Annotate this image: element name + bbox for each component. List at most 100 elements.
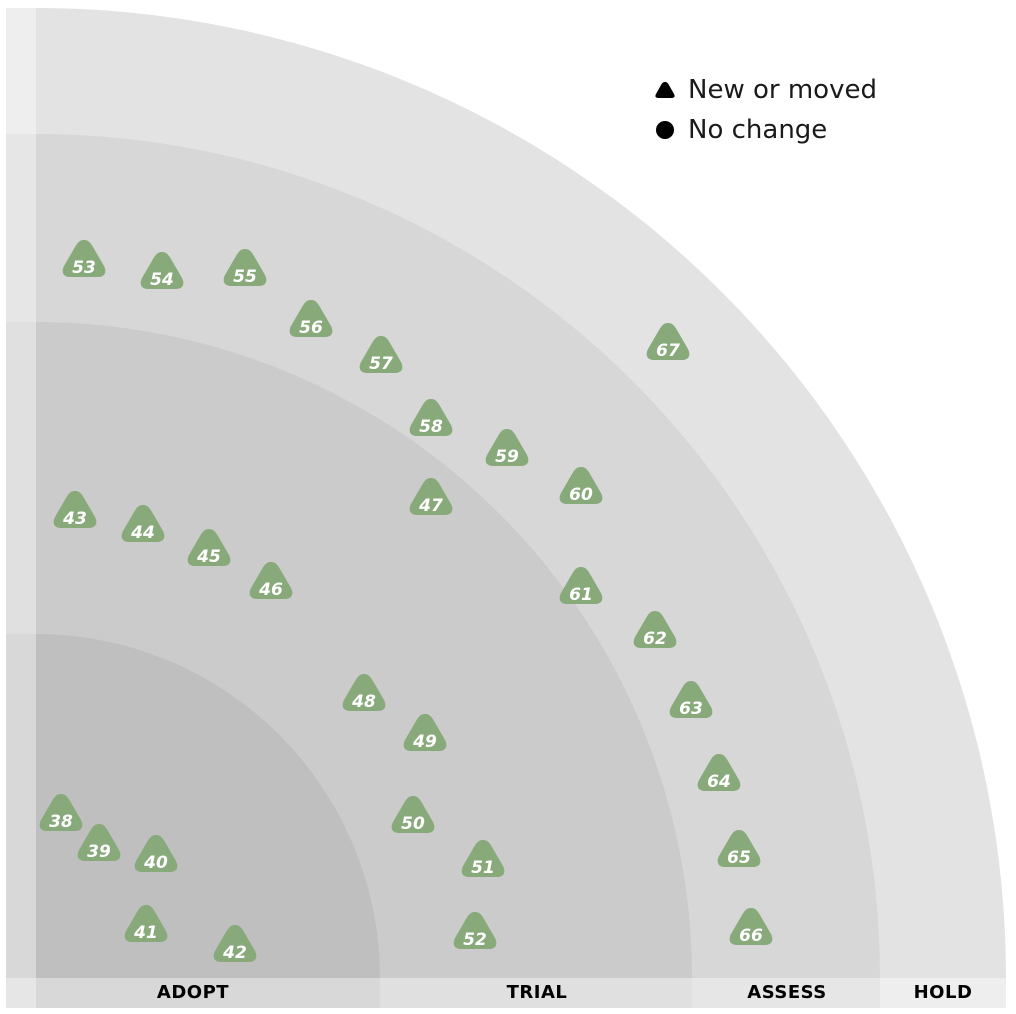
- legend-item-no-change: No change: [652, 110, 877, 150]
- ring-label-adopt: ADOPT: [157, 982, 229, 1003]
- blip-shape: [559, 467, 603, 504]
- blip-shape: [140, 252, 184, 289]
- blip-56[interactable]: 56: [289, 300, 333, 338]
- legend-item-new-or-moved: New or moved: [652, 70, 877, 110]
- blip-label: 38: [49, 812, 73, 832]
- blip-50[interactable]: 50: [391, 796, 435, 834]
- blip-label: 62: [643, 629, 667, 649]
- blip-42[interactable]: 42: [213, 925, 257, 963]
- blip-shape: [717, 830, 761, 867]
- blip-label: 44: [130, 523, 155, 543]
- ring-label-hold: HOLD: [914, 982, 973, 1003]
- blip-45[interactable]: 45: [187, 529, 231, 567]
- left-strip-hold: [6, 8, 36, 134]
- blip-66[interactable]: 66: [729, 908, 773, 946]
- blip-55[interactable]: 55: [223, 249, 267, 287]
- blip-label: 59: [495, 447, 519, 467]
- blip-shape: [53, 491, 97, 528]
- blip-shape: [124, 905, 168, 942]
- blip-65[interactable]: 65: [717, 830, 761, 868]
- blip-label: 51: [471, 858, 495, 878]
- blip-label: 66: [739, 926, 763, 946]
- ring-label-trial: TRIAL: [507, 982, 568, 1003]
- blip-shape: [633, 611, 677, 648]
- blip-label: 56: [299, 318, 323, 338]
- blip-41[interactable]: 41: [124, 905, 168, 943]
- blip-39[interactable]: 39: [77, 824, 121, 862]
- blip-62[interactable]: 62: [633, 611, 677, 649]
- blip-61[interactable]: 61: [559, 567, 603, 605]
- blip-shape: [409, 399, 453, 436]
- blip-64[interactable]: 64: [697, 754, 741, 792]
- blip-label: 45: [196, 547, 221, 567]
- blip-38[interactable]: 38: [39, 794, 83, 832]
- blip-label: 57: [369, 354, 393, 374]
- blip-label: 48: [351, 692, 376, 712]
- blip-label: 54: [150, 270, 174, 290]
- blip-shape: [453, 912, 497, 949]
- blip-label: 47: [418, 496, 443, 516]
- blip-label: 52: [463, 930, 487, 950]
- blip-label: 60: [569, 485, 593, 505]
- blip-shape: [403, 714, 447, 751]
- blip-shape: [461, 840, 505, 877]
- blip-63[interactable]: 63: [669, 681, 713, 719]
- blip-57[interactable]: 57: [359, 336, 403, 374]
- left-strip-trial: [6, 322, 36, 634]
- blip-shape: [289, 300, 333, 337]
- label-bar-trial: [380, 978, 692, 1008]
- legend: New or moved No change: [652, 70, 877, 150]
- blip-52[interactable]: 52: [453, 912, 497, 950]
- blip-shape: [391, 796, 435, 833]
- ring-label-assess: ASSESS: [747, 982, 826, 1003]
- blip-shape: [39, 794, 83, 831]
- blip-shape: [213, 925, 257, 962]
- blip-shape: [409, 478, 453, 515]
- blip-43[interactable]: 43: [53, 491, 97, 529]
- blip-label: 42: [222, 943, 247, 963]
- label-bar-corner: [6, 978, 36, 1008]
- left-strip-assess: [6, 134, 36, 322]
- blip-label: 65: [727, 848, 751, 868]
- blip-67[interactable]: 67: [646, 323, 690, 361]
- blip-46[interactable]: 46: [249, 562, 293, 600]
- legend-label-new-or-moved: New or moved: [688, 75, 877, 105]
- blip-label: 58: [419, 417, 443, 437]
- blip-58[interactable]: 58: [409, 399, 453, 437]
- blip-label: 67: [656, 341, 680, 361]
- blip-44[interactable]: 44: [121, 505, 165, 543]
- blip-label: 64: [707, 772, 731, 792]
- blip-47[interactable]: 47: [409, 478, 453, 516]
- blip-shape: [121, 505, 165, 542]
- blip-40[interactable]: 40: [134, 835, 178, 873]
- blip-label: 43: [62, 509, 87, 529]
- blip-label: 49: [412, 732, 437, 752]
- circle-icon: [652, 120, 678, 140]
- blip-51[interactable]: 51: [461, 840, 505, 878]
- blip-label: 50: [401, 814, 425, 834]
- blip-shape: [485, 429, 529, 466]
- blip-shape: [559, 567, 603, 604]
- blip-49[interactable]: 49: [403, 714, 447, 752]
- blip-shape: [77, 824, 121, 861]
- blip-layer: 38 39 40 41 42 43 44 45 46 47 48 49 50 51 52 53 54 55 56 57…: [39, 240, 773, 963]
- blip-shape: [359, 336, 403, 373]
- blip-54[interactable]: 54: [140, 252, 184, 290]
- blip-label: 55: [233, 267, 257, 287]
- blip-label: 46: [258, 580, 283, 600]
- blip-shape: [669, 681, 713, 718]
- blip-shape: [62, 240, 106, 277]
- blip-shape: [697, 754, 741, 791]
- label-bar-adopt: [36, 978, 380, 1008]
- blip-60[interactable]: 60: [559, 467, 603, 505]
- blip-shape: [249, 562, 293, 599]
- blip-label: 63: [679, 699, 703, 719]
- blip-shape: [134, 835, 178, 872]
- blip-label: 39: [87, 842, 111, 862]
- ring-adopt: [36, 634, 380, 978]
- legend-label-no-change: No change: [688, 115, 828, 145]
- blip-48[interactable]: 48: [342, 674, 386, 712]
- blip-59[interactable]: 59: [485, 429, 529, 467]
- blip-53[interactable]: 53: [62, 240, 106, 278]
- blip-label: 53: [72, 258, 96, 278]
